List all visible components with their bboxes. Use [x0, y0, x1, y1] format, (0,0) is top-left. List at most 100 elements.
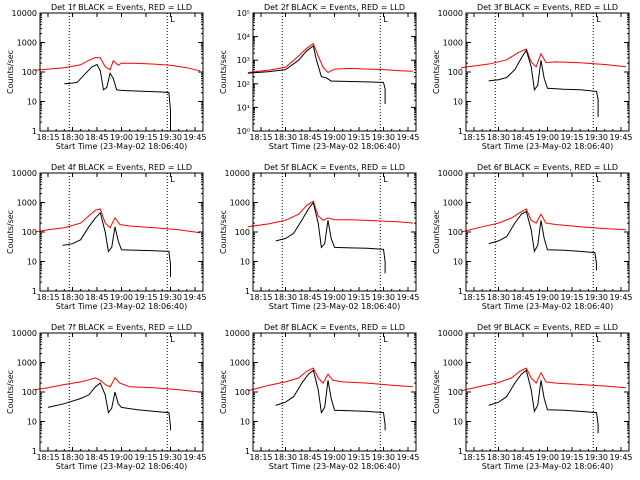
- y-axis-label: Counts/sec: [432, 50, 441, 94]
- chart-title: Det 7f BLACK = Events, RED = LLD: [51, 323, 192, 332]
- chart-title: Det 4f BLACK = Events, RED = LLD: [51, 163, 192, 172]
- x-tick-label: 19:45: [396, 133, 419, 142]
- y-tick-label: 1000: [17, 39, 37, 48]
- x-tick-label: 19:45: [609, 453, 632, 462]
- y-tick-label: 1: [32, 127, 37, 136]
- x-tick-label: 18:45: [298, 133, 321, 142]
- y-tick-label: 1: [458, 127, 463, 136]
- x-tick-label: 19:15: [560, 453, 583, 462]
- y-tick-label: 100: [22, 228, 37, 237]
- series-line-lld: [34, 56, 201, 72]
- plot-frame: [465, 12, 630, 132]
- y-tick-label: 1000: [230, 359, 250, 368]
- chart-title: Det 1f BLACK = Events, RED = LLD: [51, 3, 192, 12]
- y-tick-label: 10: [27, 418, 37, 427]
- series-line-events: [247, 45, 386, 104]
- y-tick-label: 10²: [237, 80, 250, 89]
- x-tick-label: 19:00: [323, 453, 346, 462]
- plot-frame: [252, 172, 417, 292]
- x-tick-label: 18:15: [36, 453, 59, 462]
- x-tick-label: 19:00: [323, 133, 346, 142]
- x-tick-label: 19:30: [159, 453, 182, 462]
- x-tick-label: 18:15: [249, 453, 272, 462]
- y-tick-label: 10000: [438, 169, 463, 178]
- y-tick-label: 10: [240, 258, 250, 267]
- y-tick-label: 10⁵: [237, 9, 250, 18]
- series-line-lld: [247, 200, 413, 228]
- x-tick-label: 19:00: [110, 133, 133, 142]
- x-tick-label: 18:15: [462, 293, 485, 302]
- x-tick-label: 19:30: [585, 293, 608, 302]
- y-tick-label: 100: [448, 388, 463, 397]
- y-tick-label: 10000: [225, 169, 250, 178]
- x-tick-label: 18:15: [36, 133, 59, 142]
- chart-title: Det 6f BLACK = Events, RED = LLD: [477, 163, 618, 172]
- x-tick-label: 19:00: [110, 293, 133, 302]
- x-tick-label: 18:15: [249, 133, 272, 142]
- marker-label: L: [383, 335, 388, 344]
- x-tick-label: 18:45: [85, 293, 108, 302]
- x-tick-label: 19:15: [134, 293, 157, 302]
- x-tick-label: 19:00: [536, 133, 559, 142]
- x-tick-label: 19:30: [372, 453, 395, 462]
- series-line-lld: [247, 367, 413, 392]
- y-tick-label: 10000: [12, 329, 37, 338]
- y-axis-label: Counts/sec: [219, 370, 228, 414]
- marker-label: L: [383, 15, 388, 24]
- x-tick-label: 18:30: [487, 293, 510, 302]
- x-tick-label: 18:15: [36, 293, 59, 302]
- x-tick-label: 19:30: [372, 293, 395, 302]
- x-tick-label: 19:45: [609, 133, 632, 142]
- series-line-lld: [34, 377, 200, 393]
- chart-title: Det 2f BLACK = Events, RED = LLD: [264, 3, 405, 12]
- y-tick-label: 10¹: [237, 103, 250, 112]
- series-line-events: [64, 63, 171, 129]
- x-tick-label: 18:30: [61, 293, 84, 302]
- x-tick-label: 18:30: [61, 133, 84, 142]
- x-tick-label: 19:45: [396, 453, 419, 462]
- plot-frame: [252, 332, 417, 452]
- x-tick-label: 19:00: [323, 293, 346, 302]
- x-tick-label: 19:15: [134, 453, 157, 462]
- y-tick-label: 10: [240, 418, 250, 427]
- y-tick-label: 100: [235, 228, 250, 237]
- x-tick-label: 18:30: [274, 293, 297, 302]
- y-axis-label: Counts/sec: [6, 370, 15, 414]
- x-tick-label: 19:00: [536, 453, 559, 462]
- y-tick-label: 1000: [17, 359, 37, 368]
- y-tick-label: 1: [458, 287, 463, 296]
- x-axis-label: Start Time (23-May-02 18:06:40): [482, 302, 613, 311]
- x-tick-label: 19:15: [347, 293, 370, 302]
- plot-frame: [39, 12, 204, 132]
- x-tick-label: 18:15: [462, 453, 485, 462]
- x-tick-label: 19:30: [585, 133, 608, 142]
- y-axis-label: Counts/sec: [219, 210, 228, 254]
- x-tick-label: 19:15: [347, 453, 370, 462]
- chart-title: Det 3f BLACK = Events, RED = LLD: [477, 3, 618, 12]
- y-tick-label: 1000: [443, 359, 463, 368]
- x-tick-label: 18:30: [274, 453, 297, 462]
- x-tick-label: 19:15: [347, 133, 370, 142]
- y-tick-label: 1: [32, 287, 37, 296]
- plot-frame: [465, 172, 630, 292]
- x-tick-label: 19:30: [159, 293, 182, 302]
- x-tick-label: 18:30: [487, 133, 510, 142]
- x-axis-label: Start Time (23-May-02 18:06:40): [269, 462, 400, 471]
- y-axis-label: Counts/sec: [432, 370, 441, 414]
- series-line-events: [488, 210, 597, 271]
- y-tick-label: 100: [22, 68, 37, 77]
- x-tick-label: 18:45: [85, 133, 108, 142]
- y-tick-label: 1000: [443, 199, 463, 208]
- series-line-lld: [460, 367, 626, 392]
- y-tick-label: 10³: [237, 56, 250, 65]
- y-tick-label: 10: [453, 98, 463, 107]
- chart-title: Det 5f BLACK = Events, RED = LLD: [264, 163, 405, 172]
- x-tick-label: 19:00: [536, 293, 559, 302]
- series-line-events: [47, 382, 171, 431]
- x-axis-label: Start Time (23-May-02 18:06:40): [482, 462, 613, 471]
